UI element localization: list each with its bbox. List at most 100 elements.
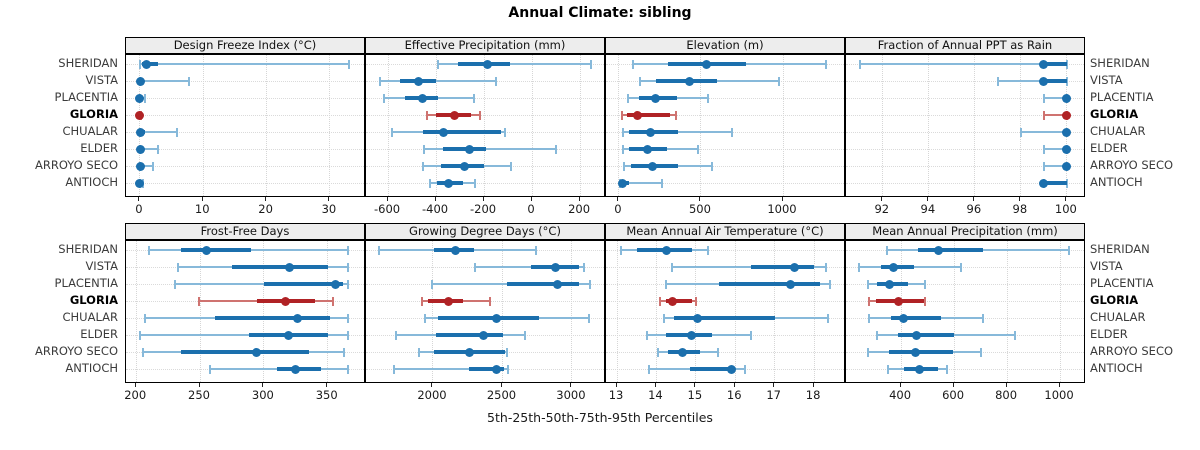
site-label-right: PLACENTIA	[1090, 276, 1154, 290]
whisker-cap-95th	[825, 60, 828, 69]
tick-gridline	[616, 241, 618, 382]
axis-tick-label: 30	[321, 202, 337, 216]
whisker-cap-5th	[622, 128, 625, 137]
site-label-right: ANTIOCH	[1090, 175, 1143, 189]
iqr-bar	[751, 265, 815, 269]
percentile-whisker	[859, 63, 1067, 65]
panel-plot	[605, 240, 845, 383]
whisker-cap-5th	[209, 365, 212, 374]
whisker-cap-95th	[156, 145, 159, 154]
whisker-cap-5th	[139, 331, 142, 340]
tick-gridline	[813, 241, 815, 382]
axis-tick	[198, 383, 200, 387]
whisker-cap-5th	[657, 348, 660, 357]
tick-gridline	[1059, 241, 1061, 382]
median-dot	[643, 144, 653, 154]
iqr-bar	[898, 333, 955, 337]
row-gridline	[606, 183, 844, 184]
median-dot	[702, 59, 712, 69]
axis-tick	[138, 197, 140, 201]
axis-tick-label: 10	[194, 202, 210, 216]
axis-tick	[570, 383, 572, 387]
axis-tick-label: 800	[995, 388, 1018, 402]
tick-gridline	[571, 241, 573, 382]
site-label-right: SHERIDAN	[1090, 242, 1150, 256]
axis-tick	[615, 383, 617, 387]
axis-tick	[431, 383, 433, 387]
whisker-cap-95th	[744, 365, 747, 374]
whisker-cap-5th	[141, 348, 144, 357]
median-dot	[483, 59, 493, 69]
axis-tick	[973, 197, 975, 201]
axis-tick-label: 350	[315, 388, 338, 402]
site-label-left: SHERIDAN	[58, 242, 118, 256]
median-dot	[444, 178, 454, 188]
tick-gridline	[202, 55, 204, 196]
whisker-cap-95th	[979, 348, 982, 357]
axis-tick	[262, 383, 264, 387]
panel-strip: Effective Precipitation (mm)	[365, 37, 605, 54]
median-dot	[915, 364, 925, 374]
tick-gridline	[139, 55, 141, 196]
axis-tick-label: 0	[135, 202, 143, 216]
percentile-whisker	[619, 182, 662, 184]
iqr-bar	[1043, 181, 1067, 185]
percentile-whisker	[139, 165, 153, 167]
site-label-right: ELDER	[1090, 141, 1128, 155]
whisker-cap-95th	[731, 128, 734, 137]
whisker-cap-5th	[144, 314, 147, 323]
whisker-cap-5th	[473, 263, 476, 272]
axis-tick	[781, 197, 783, 201]
site-label-left: VISTA	[85, 73, 118, 87]
whisker-cap-95th	[347, 314, 350, 323]
site-label-right: GLORIA	[1090, 107, 1139, 121]
axis-tick	[699, 197, 701, 201]
tick-gridline	[700, 55, 702, 196]
tick-gridline	[135, 241, 137, 382]
axis-tick-label: 1000	[767, 202, 797, 216]
row-gridline	[846, 301, 1084, 302]
whisker-cap-5th	[395, 331, 398, 340]
whisker-cap-95th	[716, 348, 719, 357]
median-dot	[912, 330, 922, 340]
whisker-cap-5th	[1042, 145, 1045, 154]
whisker-cap-5th	[418, 348, 421, 357]
median-dot	[459, 161, 469, 171]
row-gridline	[846, 81, 1084, 82]
row-gridline	[126, 166, 364, 167]
site-label-right: GLORIA	[1090, 293, 1139, 307]
whisker-cap-5th	[622, 162, 625, 171]
axis-tick-label: 300	[251, 388, 274, 402]
tick-gridline	[1006, 241, 1008, 382]
axis-tick	[694, 383, 696, 387]
axis-tick-label: 3000	[556, 388, 586, 402]
median-dot	[667, 296, 677, 306]
median-dot	[135, 178, 145, 188]
iqr-bar	[890, 316, 941, 320]
site-label-left: ELDER	[80, 141, 118, 155]
axis-tick	[578, 197, 580, 201]
percentile-whisker	[1020, 131, 1067, 133]
whisker-cap-95th	[347, 331, 350, 340]
axis-tick	[1019, 197, 1021, 201]
site-label-left: VISTA	[85, 259, 118, 273]
whisker-cap-5th	[430, 280, 433, 289]
whisker-cap-5th	[858, 60, 861, 69]
whisker-cap-5th	[378, 77, 381, 86]
whisker-cap-5th	[420, 297, 423, 306]
median-dot	[284, 262, 294, 272]
median-dot	[330, 279, 340, 289]
median-dot	[478, 330, 488, 340]
median-dot	[789, 262, 799, 272]
median-dot	[464, 347, 474, 357]
whisker-cap-5th	[421, 162, 424, 171]
whisker-cap-5th	[631, 60, 634, 69]
whisker-cap-95th	[706, 246, 709, 255]
whisker-cap-95th	[474, 179, 477, 188]
whisker-cap-95th	[959, 263, 962, 272]
tick-gridline	[695, 241, 697, 382]
row-gridline	[846, 369, 1084, 370]
whisker-cap-5th	[671, 263, 674, 272]
whisker-cap-5th	[626, 94, 629, 103]
